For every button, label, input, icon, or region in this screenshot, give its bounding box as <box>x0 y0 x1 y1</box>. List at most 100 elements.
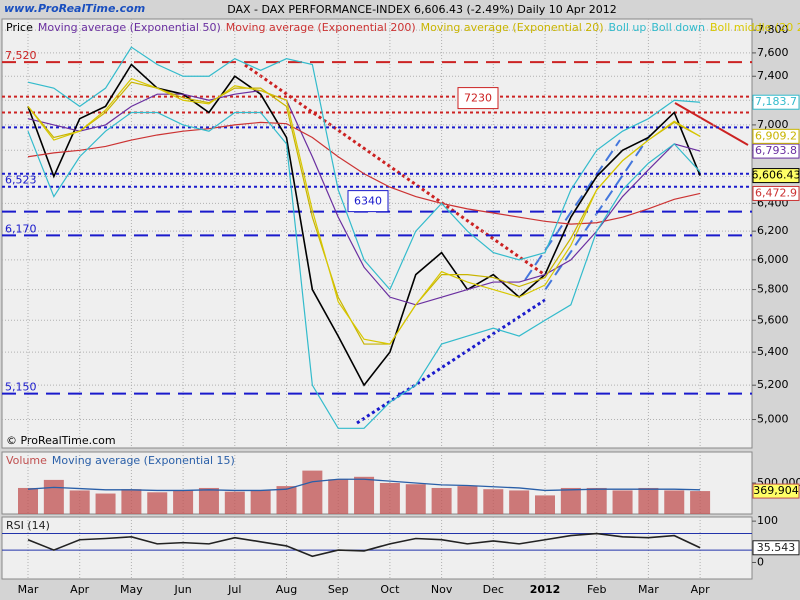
bar <box>638 487 659 514</box>
bar <box>664 490 685 514</box>
bar <box>457 486 478 514</box>
bar <box>276 486 297 514</box>
bar <box>509 490 530 514</box>
x-tick-label: Nov <box>431 583 453 596</box>
series-line <box>27 121 701 225</box>
series-line <box>27 81 701 345</box>
series-line <box>27 77 701 345</box>
annotation-box <box>457 87 499 110</box>
chart-title: DAX - DAX PERFORMANCE-INDEX 6,606.43 (-2… <box>227 3 617 16</box>
trend-line <box>244 63 546 277</box>
annotation-box <box>347 190 389 213</box>
bar <box>431 487 452 514</box>
level-label: 6,170 <box>5 222 37 235</box>
y-tick-label: 100 <box>757 514 778 527</box>
y-tick-label: 5,200 <box>757 378 789 391</box>
bar <box>354 476 375 514</box>
y-tick-label: 5,400 <box>757 345 789 358</box>
y-tick-label: 7,000 <box>757 118 789 131</box>
level-label: 5,150 <box>5 381 37 394</box>
bar <box>328 479 349 514</box>
legend-entry: Price <box>6 21 33 34</box>
x-tick-label: Mar <box>638 583 659 596</box>
legend-entry: Moving average (Exponential 200) <box>226 21 416 34</box>
series-line <box>27 478 701 492</box>
x-tick-label: Apr <box>691 583 711 596</box>
value-label-box <box>752 94 800 110</box>
x-tick-label: 2012 <box>530 583 561 596</box>
bar <box>43 479 64 514</box>
value-label: 369,904 <box>753 484 799 497</box>
bar <box>250 490 271 514</box>
legend-entry: Volume <box>6 454 47 467</box>
bar <box>121 489 142 514</box>
bar <box>535 495 555 514</box>
bar <box>95 493 116 514</box>
y-tick-label: 7,400 <box>757 69 789 82</box>
x-tick-label: Dec <box>483 583 504 596</box>
x-tick-label: Jul <box>227 583 241 596</box>
legend-entry: Moving average (Exponential 15) <box>52 454 235 467</box>
y-tick-label: 5,600 <box>757 313 789 326</box>
x-tick-label: Apr <box>70 583 90 596</box>
y-tick-label: 6,000 <box>757 253 789 266</box>
annotation: 6340 <box>354 195 382 208</box>
value-label-box <box>752 143 800 159</box>
y-tick-label: 7,600 <box>757 46 789 59</box>
y-tick-label: 6,200 <box>757 224 789 237</box>
value-label: 6,606.43 <box>752 169 800 182</box>
bar <box>612 490 633 514</box>
series-line <box>27 89 701 306</box>
annotation: 7230 <box>464 92 492 105</box>
bar <box>690 491 711 514</box>
x-tick-label: Aug <box>276 583 297 596</box>
panel-0: 7,520 7230 6,523 6340 6,170 5,150 <box>2 29 756 429</box>
panel-1 <box>18 470 756 514</box>
bar <box>379 483 400 514</box>
legend-entry: Boll down <box>651 21 705 34</box>
legend-entry: Moving average (Exponential 50) <box>38 21 221 34</box>
channel-line <box>524 139 621 281</box>
series-line <box>27 63 701 387</box>
x-tick-label: Mar <box>18 583 39 596</box>
x-tick-label: May <box>120 583 143 596</box>
x-tick-label: Oct <box>380 583 400 596</box>
panel-2 <box>2 520 756 563</box>
value-label: 7,183.7 <box>755 95 797 108</box>
value-label-box <box>752 168 800 184</box>
bar <box>586 487 607 514</box>
legend-entry: RSI (14) <box>6 519 50 532</box>
value-label-box <box>752 540 800 556</box>
value-label: 6,793.8 <box>755 144 797 157</box>
value-label-box <box>752 128 800 144</box>
x-tick-label: Sep <box>328 583 349 596</box>
trend-line <box>356 298 546 425</box>
value-label: 6,472.9 <box>755 186 797 199</box>
bar <box>173 490 194 514</box>
legend-entry: Boll up <box>609 21 647 34</box>
main-panel <box>1 18 753 449</box>
bar <box>224 491 245 514</box>
bar <box>147 492 168 514</box>
y-tick-label: 7,800 <box>757 23 789 36</box>
bar <box>483 489 504 514</box>
credit: © ProRealTime.com <box>6 434 116 447</box>
x-tick-label: Jun <box>174 583 192 596</box>
logo: www.ProRealTime.com <box>4 2 145 15</box>
y-tick-label: 0 <box>757 555 764 568</box>
x-tick-label: Feb <box>587 583 606 596</box>
bar <box>18 487 38 514</box>
series-line <box>27 532 701 558</box>
bar <box>405 484 426 514</box>
y-tick-label: 5,800 <box>757 283 789 296</box>
bar <box>198 487 219 514</box>
series-line <box>27 111 701 429</box>
legend-entry: Moving average (Exponential 20) <box>421 21 604 34</box>
level-label: 7,520 <box>5 49 37 62</box>
level-label: 6,523 <box>5 174 37 187</box>
series-line <box>27 46 701 291</box>
bar <box>560 487 581 514</box>
trend-line <box>674 102 749 146</box>
